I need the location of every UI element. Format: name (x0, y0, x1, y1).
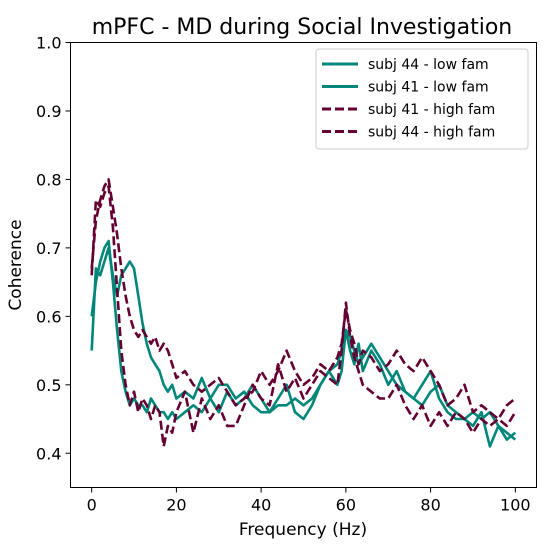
x-tick-label: 80 (420, 496, 440, 515)
x-tick-label: 60 (336, 496, 356, 515)
chart-title: mPFC - MD during Social Investigation (92, 15, 513, 40)
legend: subj 44 - low fam subj 41 - low fam subj 4… (316, 49, 528, 149)
x-tick-label: 100 (500, 496, 531, 515)
legend-label-2: subj 41 - low fam (368, 80, 489, 96)
y-tick-label: 0.5 (36, 376, 61, 395)
y-tick-label: 0.8 (36, 170, 61, 189)
y-axis-ticks: 0.4 0.5 0.6 0.7 0.8 0.9 1.0 (36, 34, 70, 464)
series-layer (92, 179, 516, 446)
x-tick-label: 20 (166, 496, 186, 515)
y-tick-label: 0.9 (36, 102, 61, 121)
y-tick-label: 0.4 (36, 444, 61, 463)
legend-label-1: subj 44 - low fam (368, 57, 489, 73)
legend-label-3: subj 41 - high fam (368, 102, 495, 118)
x-axis-ticks: 0 20 40 60 80 100 (87, 488, 531, 515)
x-axis-label: Frequency (Hz) (239, 520, 367, 540)
series-line-1 (92, 248, 516, 440)
legend-label-4: subj 44 - high fam (368, 125, 495, 141)
y-tick-label: 0.6 (36, 307, 61, 326)
y-axis-label: Coherence (6, 219, 26, 310)
series-line-3 (92, 179, 516, 419)
y-tick-label: 1.0 (36, 34, 61, 53)
x-tick-label: 0 (87, 496, 97, 515)
y-tick-label: 0.7 (36, 239, 61, 258)
x-tick-label: 40 (251, 496, 271, 515)
